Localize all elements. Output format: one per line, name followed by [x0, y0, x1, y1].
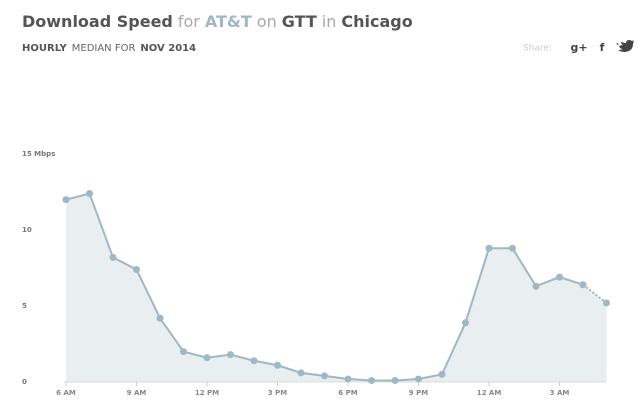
title-part: Download Speed — [22, 12, 173, 31]
title-part: in — [322, 12, 337, 31]
point — [532, 282, 540, 290]
point — [415, 375, 422, 383]
point — [603, 299, 610, 307]
point — [62, 196, 70, 204]
point — [133, 266, 140, 274]
x-tick-label: 12 AM — [477, 389, 502, 397]
point — [344, 375, 352, 383]
x-tick-label: 3 AM — [550, 389, 570, 397]
title-part: Chicago — [341, 12, 412, 31]
share-label: Share: — [523, 44, 552, 54]
subtitle-part: MEDIAN FOR — [72, 43, 136, 54]
share-google[interactable]: g+ — [570, 41, 587, 54]
x-tick-label: 3 PM — [268, 389, 287, 397]
point — [297, 369, 305, 377]
subtitle-part: HOURLY — [22, 43, 68, 54]
title-part: GTT — [282, 12, 317, 31]
point — [227, 351, 234, 359]
point — [250, 357, 258, 365]
point — [391, 376, 399, 384]
point — [86, 190, 93, 198]
y-tick-label: 0 — [22, 378, 27, 386]
point — [321, 372, 328, 380]
point — [156, 314, 164, 322]
line-projection — [582, 283, 608, 304]
x-tick-label: 6 AM — [56, 389, 76, 397]
x-tick-label: 6 PM — [338, 389, 357, 397]
y-tick-label: 10 — [22, 226, 32, 234]
point — [368, 376, 375, 384]
point — [579, 281, 587, 289]
area-fill — [66, 193, 607, 382]
title-part: on — [257, 12, 277, 31]
subtitle-part: NOV 2014 — [140, 43, 196, 54]
point — [509, 244, 516, 252]
point — [438, 370, 446, 378]
point — [203, 354, 211, 362]
share-twitter[interactable] — [616, 40, 634, 52]
x-tick-label: 9 PM — [409, 389, 428, 397]
x-tick-label: 9 AM — [127, 389, 147, 397]
point — [274, 361, 281, 369]
point — [109, 253, 117, 261]
y-tick-label: 5 — [22, 302, 27, 310]
point — [180, 348, 187, 356]
chart-title: Download Speed for AT&T on GTT in Chicago — [22, 12, 413, 31]
point — [462, 319, 469, 327]
x-tick-label: 12 PM — [195, 389, 219, 397]
title-part: AT&T — [205, 12, 252, 31]
point — [556, 273, 563, 281]
point — [485, 244, 493, 252]
title-part: for — [178, 12, 200, 31]
y-tick-label: 15 Mbps — [22, 150, 55, 158]
share-facebook[interactable]: f — [600, 41, 605, 54]
chart-subtitle: HOURLY MEDIAN FOR NOV 2014 — [22, 43, 196, 54]
